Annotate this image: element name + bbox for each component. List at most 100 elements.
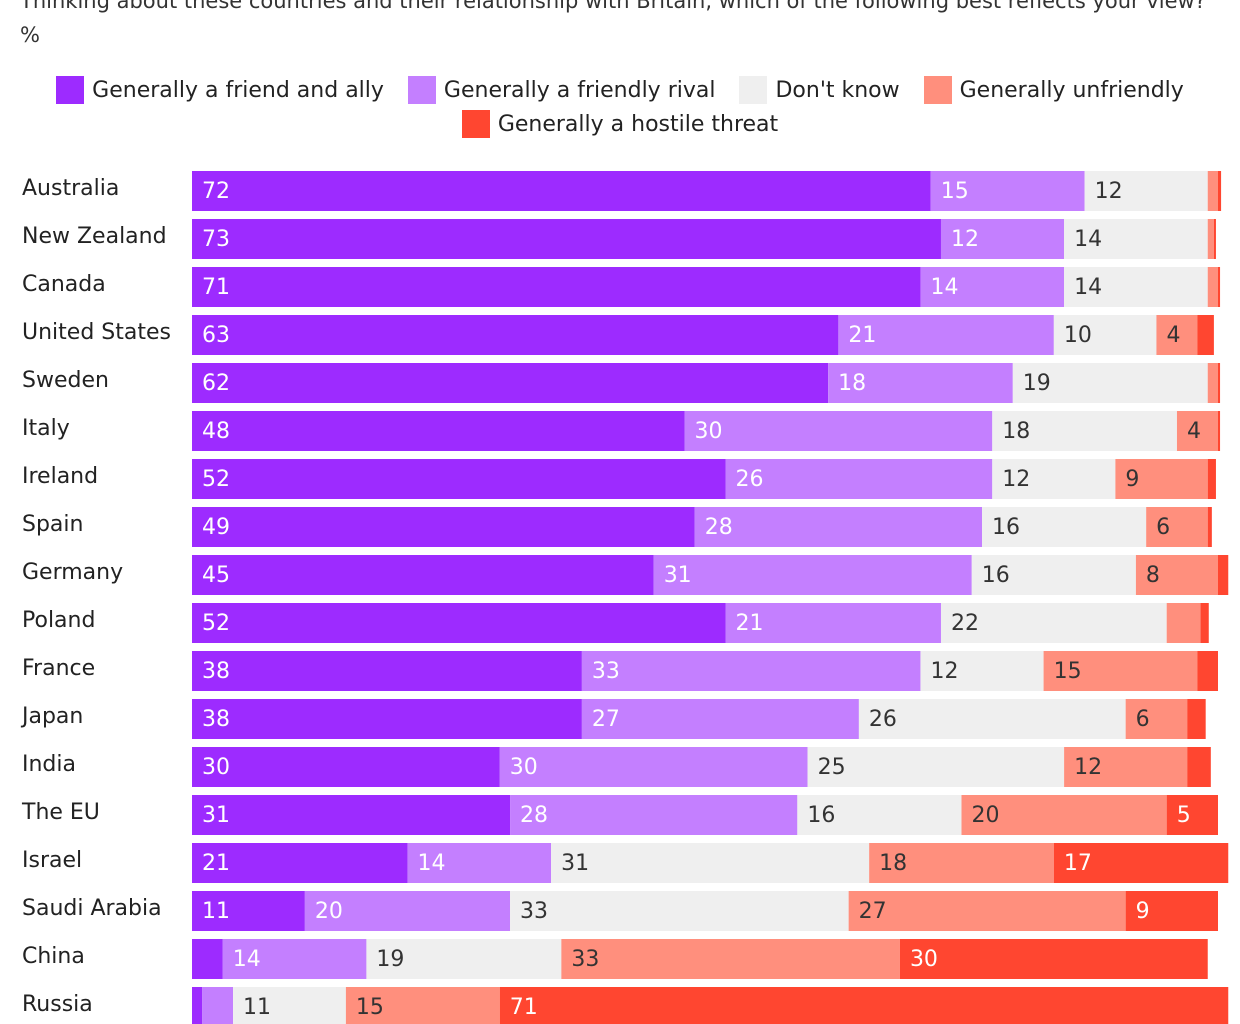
value-label: 30 <box>510 755 538 780</box>
value-label: 20 <box>972 803 1000 828</box>
legend-item: Don't know <box>739 76 900 104</box>
legend-item: Generally a friend and ally <box>56 76 384 104</box>
value-label: 33 <box>592 659 620 684</box>
bar-segment <box>940 219 1065 259</box>
category-label: Saudi Arabia <box>22 896 162 921</box>
bar-segment <box>1218 267 1221 307</box>
value-label: 21 <box>848 323 876 348</box>
bar-segment <box>1064 219 1208 259</box>
value-label: 6 <box>1156 515 1170 540</box>
value-label: 30 <box>910 947 938 972</box>
value-label: 14 <box>417 851 445 876</box>
category-label: Australia <box>22 176 119 201</box>
bar-segment <box>222 939 367 979</box>
bar-segment <box>992 411 1177 451</box>
category-label: Russia <box>22 992 93 1017</box>
value-label: 4 <box>1166 323 1180 348</box>
value-label: 15 <box>1054 659 1082 684</box>
bar-segment <box>499 747 808 787</box>
bar-segment <box>345 987 500 1024</box>
bar-segment <box>192 891 305 931</box>
bar-segment <box>1207 363 1218 403</box>
bar-segment <box>304 891 511 931</box>
bar-segment <box>581 699 859 739</box>
legend-label: Generally a friend and ally <box>92 77 384 103</box>
bar-segment <box>1084 171 1208 211</box>
value-label: 14 <box>930 275 958 300</box>
legend-item: Generally a hostile threat <box>461 110 778 138</box>
value-label: 19 <box>376 947 404 972</box>
bar-segment <box>192 747 500 787</box>
value-label: 71 <box>202 275 230 300</box>
value-label: 16 <box>992 515 1020 540</box>
value-label: 49 <box>202 515 230 540</box>
bar-segment <box>961 795 1167 835</box>
bar-segment <box>725 459 993 499</box>
value-label: 12 <box>1095 179 1123 204</box>
value-label: 31 <box>664 563 692 588</box>
category-label: The EU <box>21 800 100 825</box>
value-label: 18 <box>879 851 907 876</box>
value-label: 11 <box>243 995 271 1020</box>
category-label: Spain <box>22 512 83 537</box>
bar-segment <box>1207 267 1218 307</box>
bar-segment <box>192 219 941 259</box>
bar-segment <box>192 699 582 739</box>
value-label: 19 <box>1023 371 1051 396</box>
bar-segment <box>1053 315 1157 355</box>
bar-segment <box>561 939 900 979</box>
bar-segment <box>899 939 1208 979</box>
value-label: 4 <box>1187 419 1201 444</box>
bar-segment <box>192 555 654 595</box>
bar-segment <box>1200 603 1209 643</box>
bar-segment <box>858 699 1126 739</box>
value-label: 15 <box>941 179 969 204</box>
value-label: 16 <box>982 563 1010 588</box>
category-label: Israel <box>22 848 82 873</box>
bar-segment <box>192 507 695 547</box>
category-label: Ireland <box>22 464 98 489</box>
value-label: 25 <box>818 755 846 780</box>
category-label: Canada <box>22 272 106 297</box>
bar-segment <box>1115 459 1208 499</box>
bar-segment <box>828 363 1013 403</box>
value-label: 31 <box>202 803 230 828</box>
bar-segment <box>920 267 1065 307</box>
value-label: 5 <box>1177 803 1191 828</box>
value-label: 33 <box>571 947 599 972</box>
category-label: New Zealand <box>22 224 167 249</box>
value-label: 71 <box>510 995 538 1020</box>
bar-segment <box>1187 747 1211 787</box>
value-label: 52 <box>202 611 230 636</box>
bar-segment <box>1218 363 1221 403</box>
bar-segment <box>807 747 1065 787</box>
bar-segment <box>1218 171 1222 211</box>
value-label: 22 <box>951 611 979 636</box>
bar-segment <box>982 507 1147 547</box>
legend-swatch <box>461 110 490 138</box>
value-label: 72 <box>202 179 230 204</box>
value-label: 38 <box>202 659 230 684</box>
bar-segment <box>1197 651 1218 691</box>
bar-segment <box>1197 315 1214 355</box>
category-label: France <box>22 656 95 681</box>
legend-label: Generally unfriendly <box>959 77 1184 103</box>
value-label: 21 <box>736 611 764 636</box>
bar-segment <box>192 795 511 835</box>
bar-segment <box>510 795 798 835</box>
bar-segment <box>1218 411 1221 451</box>
value-label: 27 <box>592 707 620 732</box>
value-label: 28 <box>520 803 548 828</box>
bar-segment <box>940 603 1167 643</box>
bar-segment <box>1207 507 1212 547</box>
bar-segment <box>1207 219 1214 259</box>
bar-segment <box>551 843 870 883</box>
value-label: 14 <box>1074 275 1102 300</box>
value-label: 18 <box>1002 419 1030 444</box>
legend-swatch <box>56 76 85 104</box>
bar-segment <box>192 363 829 403</box>
bar-segment <box>869 843 1054 883</box>
value-label: 26 <box>869 707 897 732</box>
legend-item: Generally unfriendly <box>923 76 1184 104</box>
